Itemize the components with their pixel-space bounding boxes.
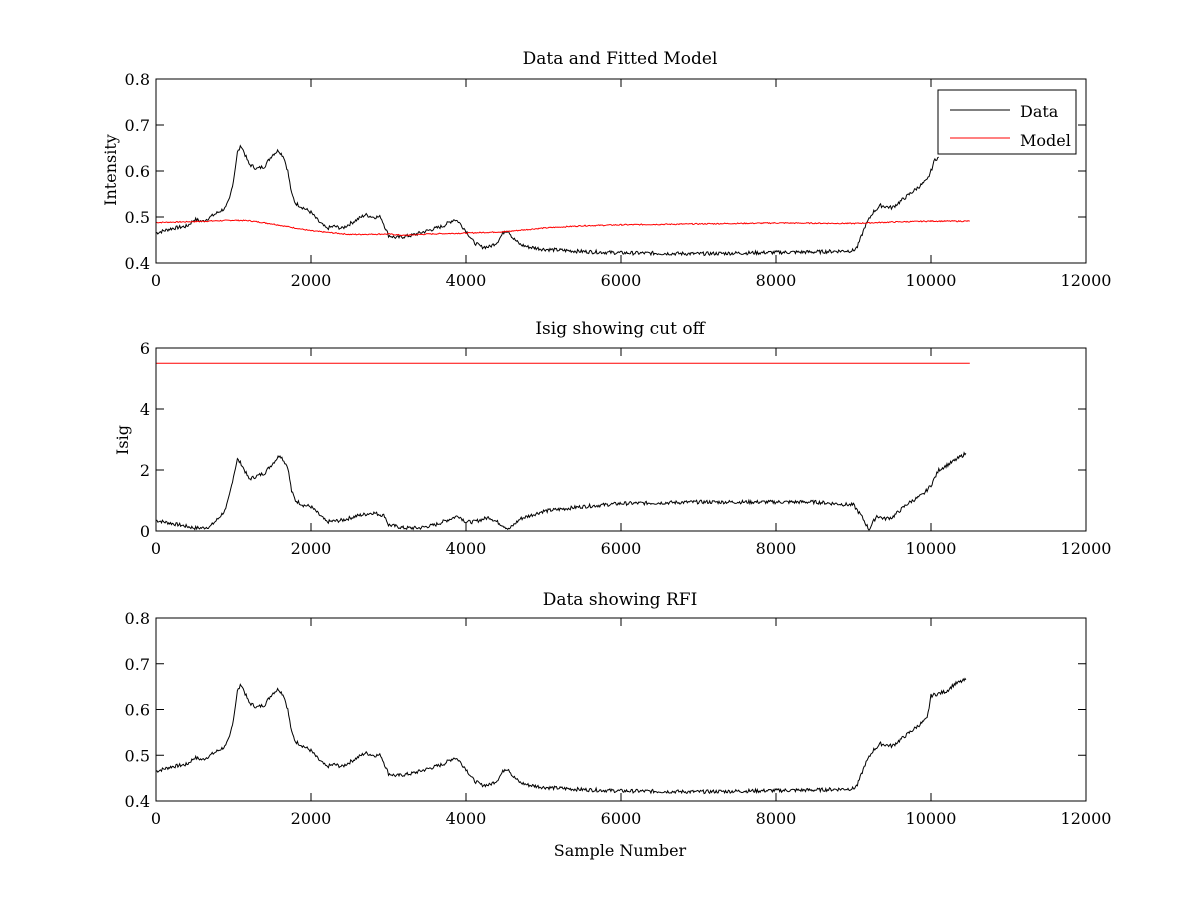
x-tick-label: 10000: [906, 809, 957, 828]
plot-area: 0 2000 4000 6000 8000 10000 12000 0.4 0.5 0.6 0.7 0…: [125, 609, 1112, 828]
x-tick-label: 0: [151, 809, 161, 828]
plot-area: 0 2000 4000 6000 8000 10000 12000 0.4 0.5 0.6 0.7 0…: [125, 70, 1112, 290]
y-tick-label: 0.8: [125, 70, 150, 89]
chart-title: Data and Fitted Model: [523, 49, 718, 69]
series-line-model: [155, 219, 970, 237]
x-tick-label: 2000: [291, 271, 332, 290]
y-tick-label: 0.6: [125, 701, 150, 720]
x-tick-label: 8000: [756, 539, 797, 558]
y-tick-label: 4: [140, 400, 150, 419]
panel-data-fitted-model: Data and Fitted Model Intensity 0 2000 400…: [101, 49, 1111, 290]
y-tick-label: 0.7: [125, 116, 150, 135]
y-tick-label: 6: [140, 339, 150, 358]
series-line-0: [155, 451, 967, 531]
legend-label-data: Data: [1020, 102, 1059, 121]
legend-label-model: Model: [1020, 131, 1071, 150]
y-tick-label: 0.5: [125, 746, 150, 765]
x-tick-label: 4000: [446, 271, 487, 290]
y-axis-label: Intensity: [101, 134, 120, 206]
panel-isig-cutoff: Isig showing cut off Isig 0 2000 4000 6000 8…: [113, 319, 1111, 558]
legend-box: [937, 89, 1077, 155]
chart-title: Isig showing cut off: [535, 319, 706, 339]
x-tick-label: 2000: [291, 539, 332, 558]
x-tick-label: 10000: [906, 271, 957, 290]
x-tick-label: 12000: [1061, 809, 1112, 828]
x-tick-label: 2000: [291, 809, 332, 828]
x-tick-label: 0: [151, 271, 161, 290]
series-line-data: [155, 144, 939, 257]
chart-title: Data showing RFI: [543, 590, 698, 610]
panel-data-rfi: Data showing RFI 0 2000 4000 6000 8000 10000 1…: [125, 590, 1112, 860]
y-tick-label: 2: [140, 461, 150, 480]
series-line-0: [155, 677, 967, 795]
x-tick-label: 6000: [601, 809, 642, 828]
y-tick-label: 0.4: [125, 792, 150, 811]
y-axis-label: Isig: [113, 425, 132, 455]
x-tick-label: 8000: [756, 809, 797, 828]
y-tick-label: 0.8: [125, 609, 150, 628]
legend: Data Model: [937, 89, 1077, 155]
x-tick-label: 4000: [446, 809, 487, 828]
x-tick-label: 10000: [906, 539, 957, 558]
y-tick-label: 0.5: [125, 208, 150, 227]
x-tick-label: 6000: [601, 271, 642, 290]
x-axis-label: Sample Number: [554, 841, 687, 860]
y-tick-label: 0.7: [125, 655, 150, 674]
x-tick-label: 4000: [446, 539, 487, 558]
x-tick-label: 0: [151, 539, 161, 558]
x-tick-label: 6000: [601, 539, 642, 558]
y-tick-label: 0.4: [125, 254, 150, 273]
x-tick-label: 12000: [1061, 539, 1112, 558]
plot-area: 0 2000 4000 6000 8000 10000 12000 0 2 4 6: [140, 339, 1112, 558]
x-tick-label: 12000: [1061, 271, 1112, 290]
x-tick-label: 8000: [756, 271, 797, 290]
y-tick-label: 0: [140, 522, 150, 541]
y-tick-label: 0.6: [125, 162, 150, 181]
